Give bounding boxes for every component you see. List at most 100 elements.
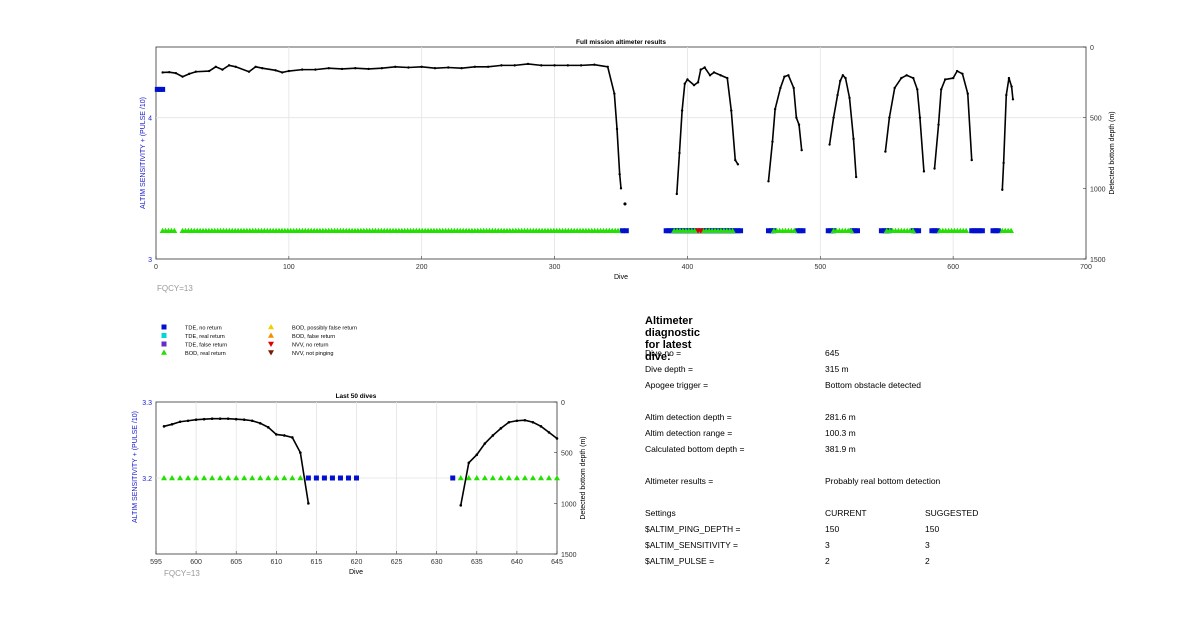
bod-real-return-marker: [513, 475, 520, 481]
detected-bottom-depth-point: [623, 202, 627, 206]
detected-bottom-depth-point: [194, 418, 198, 422]
tde-no-return-marker: [800, 228, 806, 234]
tde-no-return-marker: [738, 228, 744, 234]
detected-bottom-depth-point: [261, 67, 264, 70]
x-tick-label: 400: [682, 264, 694, 271]
detected-bottom-depth-point: [188, 72, 191, 76]
legend-marker: [268, 350, 274, 356]
bod-real-return-marker: [537, 475, 544, 481]
tde-no-return-marker: [765, 228, 771, 234]
detected-bottom-depth-point: [839, 79, 842, 83]
bod-real-return-marker: [848, 227, 855, 233]
last-50-ylabel-left: ALTIM SENSITIVITY + (PULSE /10): [132, 411, 139, 523]
detected-bottom-depth-point: [218, 417, 222, 421]
detected-bottom-depth-point: [613, 92, 616, 95]
tde-no-return-marker: [932, 228, 938, 234]
tde-no-return-marker: [913, 228, 919, 234]
setting-suggested: 2: [925, 556, 930, 566]
detected-bottom-depth-point: [214, 65, 217, 68]
detected-bottom-depth-point: [1011, 98, 1015, 101]
detected-bottom-depth-point: [486, 65, 490, 68]
apogee-label: Apogee trigger =: [645, 380, 709, 390]
bod-real-return-marker: [505, 475, 512, 481]
bod-real-return-marker: [265, 475, 272, 481]
detected-bottom-depth-point: [491, 434, 495, 437]
detected-bottom-depth-point: [281, 71, 284, 74]
y-right-tick-label: 1500: [1090, 257, 1106, 264]
detected-bottom-depth-point: [939, 88, 943, 91]
detected-bottom-depth-point: [841, 74, 845, 77]
bod-real-return-marker: [465, 475, 472, 481]
y-left-tick-label: 3.2: [142, 476, 152, 483]
last-50-ylabel-right: Detected bottom depth (m): [580, 436, 587, 519]
detected-bottom-depth-point: [460, 67, 463, 70]
full-mission-plot-area: [155, 46, 1087, 260]
x-tick-label: 625: [391, 559, 403, 566]
tde-no-return-marker: [852, 228, 858, 234]
detected-bottom-depth-point: [274, 69, 277, 72]
detected-bottom-depth-point: [380, 67, 384, 70]
detected-bottom-depth-point: [970, 158, 973, 162]
detected-bottom-depth-point: [922, 170, 926, 173]
detected-bottom-depth-point: [579, 64, 583, 67]
detected-bottom-depth-line: [676, 66, 739, 195]
detected-bottom-depth-point: [258, 421, 262, 425]
detected-bottom-depth-point: [779, 86, 782, 90]
full-mission-ylabel-left: ALTIM SENSITIVITY + (PULSE /10): [140, 97, 147, 209]
y-right-tick-label: 1000: [1090, 186, 1106, 193]
altim-detection-range-value: 100.3 m: [825, 428, 856, 438]
legend-label: TDE, real return: [185, 334, 225, 340]
detected-bottom-depth-point: [459, 504, 463, 507]
bod-real-return-marker: [257, 475, 264, 481]
x-tick-label: 100: [283, 264, 295, 271]
detected-bottom-depth-point: [1010, 85, 1013, 88]
last-50-dives-chart: 595 600 605 610 615 620 625 630 635 640 645 3.2 3.3 0…: [132, 393, 587, 578]
detected-bottom-depth-point: [943, 78, 947, 81]
x-tick-label: 600: [947, 264, 959, 271]
suggested-header: SUGGESTED: [925, 508, 979, 518]
detected-bottom-depth-point: [844, 76, 847, 80]
detected-bottom-depth-point: [168, 70, 171, 74]
last-50-title: Last 50 dives: [336, 393, 377, 400]
bod-real-return-marker: [241, 475, 248, 481]
detected-bottom-depth-point: [202, 417, 206, 421]
detected-bottom-depth-point: [473, 65, 477, 68]
detected-bottom-depth-point: [618, 173, 621, 176]
tde-no-return-marker: [663, 228, 669, 234]
detected-bottom-depth-point: [186, 419, 190, 423]
detected-bottom-depth-point: [299, 451, 302, 454]
tde-no-return-marker: [329, 475, 335, 481]
detected-bottom-depth-point: [828, 143, 831, 146]
detected-bottom-depth-point: [1002, 161, 1005, 165]
legend-marker: [161, 333, 167, 338]
detected-bottom-depth-point: [170, 422, 174, 426]
x-tick-label: 610: [270, 559, 282, 566]
altim-detection-depth-label: Altim detection depth =: [645, 412, 732, 422]
tde-no-return-marker: [732, 228, 738, 234]
y-right-tick-label: 500: [1090, 116, 1102, 123]
detected-bottom-depth-point: [300, 68, 304, 71]
bod-real-return-marker: [249, 475, 256, 481]
tde-no-return-marker: [916, 228, 922, 234]
bod-real-return-marker: [233, 475, 240, 481]
x-tick-label: 605: [230, 559, 242, 566]
detected-bottom-depth-point: [683, 82, 686, 85]
detected-bottom-depth-point: [161, 71, 164, 74]
detected-bottom-depth-point: [852, 137, 855, 141]
tde-no-return-marker: [321, 475, 327, 481]
detected-bottom-depth-point: [686, 78, 689, 81]
y-left-tick-label: 3: [148, 257, 152, 264]
tde-no-return-marker: [929, 228, 935, 234]
bod-real-return-marker: [529, 475, 536, 481]
setting-name: $ALTIM_PING_DEPTH =: [645, 524, 741, 534]
detected-bottom-depth-line: [767, 74, 803, 182]
bod-real-return-marker: [473, 475, 480, 481]
bod-real-return-marker: [225, 475, 232, 481]
detected-bottom-depth-point: [708, 74, 712, 77]
bod-real-return-marker: [273, 475, 280, 481]
tde-no-return-marker: [154, 86, 160, 92]
detected-bottom-depth-point: [291, 436, 294, 439]
detected-bottom-depth-point: [447, 66, 450, 69]
x-tick-label: 600: [190, 559, 202, 566]
